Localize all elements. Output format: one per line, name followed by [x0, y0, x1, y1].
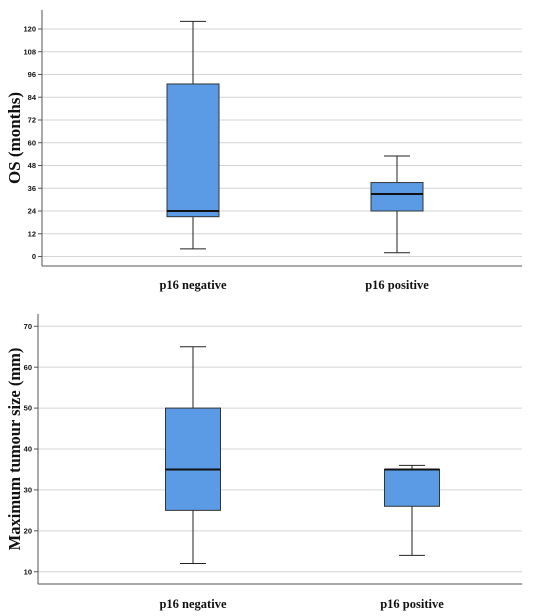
y-tick-label: 60	[28, 138, 36, 147]
y-tick-label: 48	[28, 161, 36, 170]
y-tick-label: 120	[23, 25, 36, 34]
box-p16-negative	[165, 346, 221, 565]
y-tick-label: 30	[24, 486, 32, 495]
category-label: p16 negative	[159, 278, 226, 292]
y-tick-label: 84	[28, 93, 37, 102]
iqr-box	[384, 468, 440, 507]
y-axis-title: OS (months)	[5, 92, 24, 184]
y-tick-label: 36	[28, 184, 36, 193]
category-label: p16 positive	[380, 597, 444, 611]
y-tick-label: 40	[24, 445, 32, 454]
iqr-box	[370, 182, 424, 212]
y-tick-label: 96	[28, 70, 36, 79]
category-label: p16 negative	[159, 597, 226, 611]
y-tick-label: 60	[24, 363, 32, 372]
y-tick-label: 70	[24, 322, 32, 331]
y-tick-label: 0	[32, 252, 36, 261]
iqr-box	[166, 83, 220, 218]
iqr-box	[165, 407, 221, 511]
y-tick-label: 108	[23, 47, 36, 56]
y-tick-label: 50	[24, 404, 32, 413]
y-axis-title: Maximum tumour size (mm)	[5, 348, 24, 551]
os-boxplot-chart: 0 12 24 36 48 60 72 84 96 108 120 p16 negative p16 p…	[0, 0, 550, 300]
box-p16-negative	[166, 20, 220, 250]
y-tick-label: 72	[28, 116, 36, 125]
y-tick-label: 24	[28, 207, 37, 216]
category-label: p16 positive	[365, 278, 429, 292]
box-p16-positive	[370, 155, 424, 254]
y-tick-label: 12	[28, 229, 36, 238]
os-boxplot-svg: 0 12 24 36 48 60 72 84 96 108 120 p16 negative p16 p…	[5, 10, 522, 292]
tumour-size-boxplot-chart: 10 20 30 40 50 60 70 p16 negative p16 positive Ma…	[0, 300, 550, 616]
tumour-size-boxplot-svg: 10 20 30 40 50 60 70 p16 negative p16 positive Ma…	[5, 314, 522, 611]
box-p16-positive	[384, 464, 440, 556]
y-tick-label: 10	[24, 567, 32, 576]
y-tick-label: 20	[24, 526, 32, 535]
